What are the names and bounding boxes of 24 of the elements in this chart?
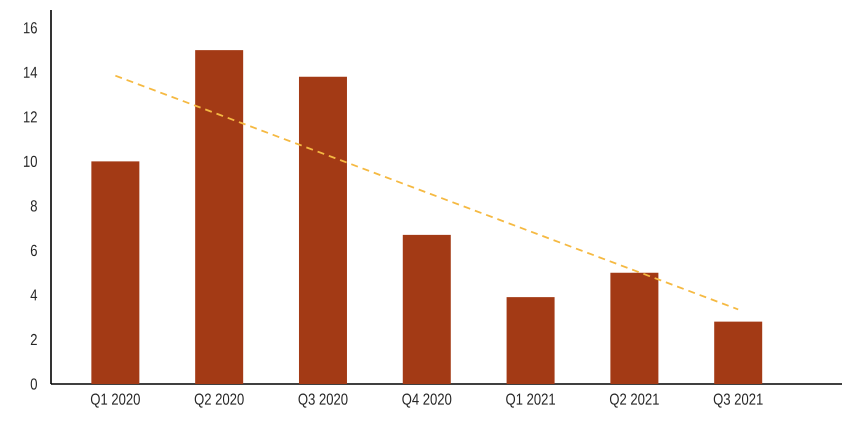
y-tick-label: 16 — [24, 22, 37, 34]
y-tick-label: 14 — [24, 66, 38, 78]
x-tick-label: Q3 2021 — [714, 394, 763, 408]
bar — [506, 297, 555, 384]
x-tick-label: Q1 2021 — [506, 394, 556, 408]
x-tick-label: Q3 2020 — [298, 394, 348, 408]
bar — [402, 234, 451, 384]
bar — [91, 161, 140, 384]
y-tick-label: 8 — [30, 200, 37, 212]
y-tick-label: 0 — [30, 378, 37, 390]
y-tick-label: 4 — [30, 289, 38, 300]
bar — [195, 50, 244, 384]
y-tick-label: 10 — [24, 156, 37, 168]
x-tick-label: Q2 2020 — [194, 394, 244, 408]
x-tick-label: Q2 2021 — [610, 394, 659, 408]
x-tick-label: Q4 2020 — [402, 394, 452, 408]
y-tick-label: 2 — [30, 334, 37, 346]
y-tick-label: 6 — [30, 244, 37, 256]
x-tick-label: Q1 2020 — [90, 394, 140, 408]
line-series — [114, 74, 740, 310]
bar — [610, 272, 658, 384]
y-tick-label: 12 — [24, 111, 37, 122]
bar — [298, 76, 347, 384]
bar — [714, 322, 762, 384]
